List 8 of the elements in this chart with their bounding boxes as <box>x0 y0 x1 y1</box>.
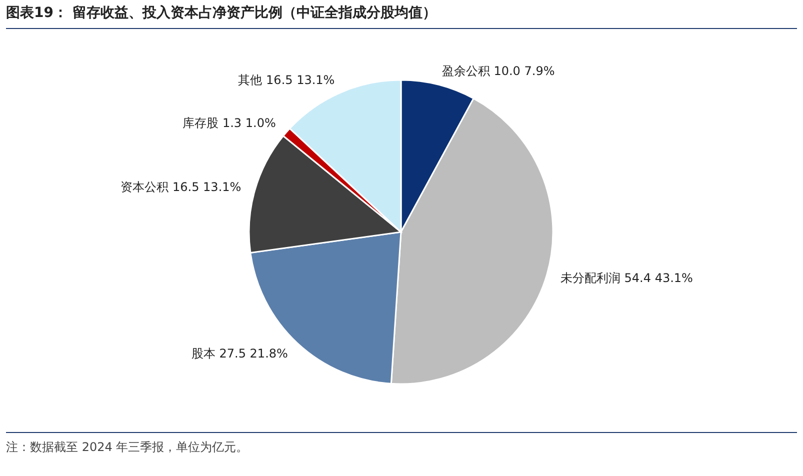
slice-label: 股本 27.5 21.8% <box>191 346 288 361</box>
slice-label: 其他 16.5 13.1% <box>238 72 335 87</box>
slice-label: 库存股 1.3 1.0% <box>182 116 276 130</box>
slice-label: 盈余公积 10.0 7.9% <box>442 64 555 78</box>
slice-label: 资本公积 16.5 13.1% <box>120 180 242 194</box>
text: 注：数据截至 2024 年三季报，单位为亿元。 <box>6 439 250 456</box>
chart-title: 图表19： 留存收益、投入资本占净资产比例（中证全指成分股均值） <box>6 4 797 29</box>
slice-label: 未分配利润 54.4 43.1% <box>560 271 693 286</box>
